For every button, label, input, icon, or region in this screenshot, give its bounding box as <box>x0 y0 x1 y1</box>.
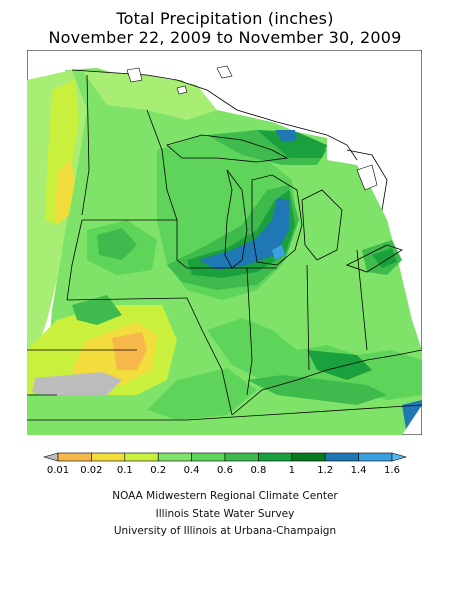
map-date-range: November 22, 2009 to November 30, 2009 <box>48 28 402 47</box>
precip-area-deepgreen-south <box>247 375 387 405</box>
precip-area-blue-core <box>199 198 289 270</box>
precip-area-deepgreen-ohio <box>372 248 397 268</box>
precip-area-darkgreen-ky <box>307 350 372 380</box>
precip-area-darkgreen-west <box>72 295 122 325</box>
precip-area-green-southwest <box>147 368 257 420</box>
legend-tick-label: 0.8 <box>250 465 266 476</box>
northern-lakes <box>126 65 378 191</box>
legend-tick-label: 0.4 <box>184 465 200 476</box>
legend-swatch <box>324 452 359 462</box>
legend-swatch <box>91 452 126 462</box>
precip-area-green-east <box>327 160 399 270</box>
legend-tick-label: 0.02 <box>80 465 102 476</box>
precipitation-map <box>27 50 422 435</box>
legend-swatch <box>191 452 226 462</box>
legend-swatch <box>291 452 326 462</box>
credit-line-2: Illinois State Water Survey <box>155 508 295 520</box>
credit-line-3: University of Illinois at Urbana-Champai… <box>113 525 337 537</box>
legend-swatch <box>157 452 192 462</box>
precip-area-darkgreen-iowa <box>97 228 137 260</box>
legend-tick-label: 1.6 <box>384 465 400 476</box>
map-title: Total Precipitation (inches) <box>116 9 334 28</box>
precip-area-gray-sw <box>32 372 122 395</box>
legend-swatch <box>124 452 159 462</box>
legend-tick-label: 0.1 <box>117 465 133 476</box>
legend-tick-label: 0.6 <box>217 465 233 476</box>
legend-arrow-high <box>391 452 408 462</box>
credit-line-1: NOAA Midwestern Regional Climate Center <box>112 490 338 502</box>
legend-tick-label: 1.4 <box>351 465 367 476</box>
legend-arrow-low <box>42 452 59 462</box>
precip-area-yellowgreen-west <box>45 80 79 225</box>
legend-swatch <box>224 452 259 462</box>
legend-swatch <box>57 452 92 462</box>
precip-area-blue-light-core <box>272 245 285 260</box>
legend-tick-label: 0.2 <box>150 465 166 476</box>
legend-tick-label: 0.01 <box>47 465 69 476</box>
legend-swatch <box>258 452 293 462</box>
precip-area-deepgreen-ne <box>257 130 327 158</box>
precip-area-blue-ne <box>275 130 297 142</box>
precip-area-orange-sw <box>112 332 147 370</box>
precip-area-yellow-west <box>55 160 75 225</box>
legend-tick-label: 1 <box>289 465 295 476</box>
legend-swatch <box>358 452 393 462</box>
legend-colorbar: 0.01 0.02 0.1 0.2 0.4 0.6 0.8 1 1.2 1.4 1.6 <box>42 452 408 476</box>
legend-tick-label: 1.2 <box>317 465 333 476</box>
state-boundaries <box>27 69 422 421</box>
